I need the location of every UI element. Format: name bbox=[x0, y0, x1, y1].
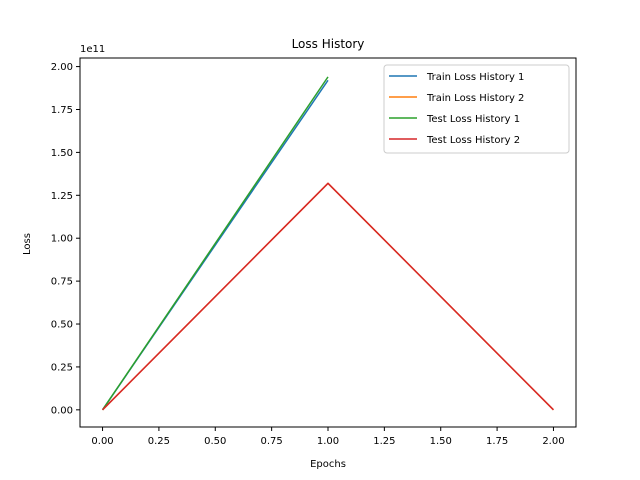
series-line-4 bbox=[102, 182, 554, 411]
y-tick-label: 0.75 bbox=[51, 277, 73, 288]
series-lines bbox=[101, 76, 554, 411]
x-tick-label: 0.50 bbox=[204, 436, 226, 447]
legend-label: Test Loss History 1 bbox=[426, 114, 520, 125]
x-tick-label: 0.25 bbox=[148, 436, 170, 447]
y-axis-ticks: 0.00 0.25 0.50 0.75 1.00 1.25 1.50 1.75 2.00 bbox=[51, 62, 80, 416]
y-tick-label: 1.75 bbox=[51, 105, 73, 116]
x-tick-label: 1.00 bbox=[317, 436, 339, 447]
y-tick-label: 1.50 bbox=[51, 148, 73, 159]
x-tick-label: 0.00 bbox=[91, 436, 113, 447]
y-tick-label: 0.50 bbox=[51, 320, 73, 331]
y-offset-label: 1e11 bbox=[80, 44, 105, 55]
y-axis-label: Loss bbox=[22, 233, 33, 255]
chart-title: Loss History bbox=[292, 37, 365, 51]
legend: Train Loss History 1 Train Loss History 2… bbox=[383, 64, 570, 154]
y-tick-label: 0.00 bbox=[51, 405, 73, 416]
y-tick-label: 1.00 bbox=[51, 234, 73, 245]
y-tick-label: 2.00 bbox=[51, 62, 73, 73]
x-axis-label: Epochs bbox=[310, 459, 346, 470]
x-tick-label: 1.75 bbox=[486, 436, 508, 447]
legend-label: Test Loss History 2 bbox=[426, 135, 520, 146]
x-tick-label: 0.75 bbox=[261, 436, 283, 447]
x-axis-ticks: 0.00 0.25 0.50 0.75 1.00 1.25 1.50 1.75 2.00 bbox=[91, 427, 565, 447]
x-tick-label: 2.00 bbox=[542, 436, 564, 447]
legend-label: Train Loss History 1 bbox=[426, 72, 524, 83]
x-tick-label: 1.25 bbox=[373, 436, 395, 447]
plot-frame bbox=[79, 57, 577, 428]
y-tick-label: 0.25 bbox=[51, 362, 73, 373]
series-line-3 bbox=[101, 76, 329, 411]
x-tick-label: 1.50 bbox=[430, 436, 452, 447]
legend-label: Train Loss History 2 bbox=[426, 93, 524, 104]
y-tick-label: 1.25 bbox=[51, 191, 73, 202]
legend-box bbox=[383, 64, 570, 154]
